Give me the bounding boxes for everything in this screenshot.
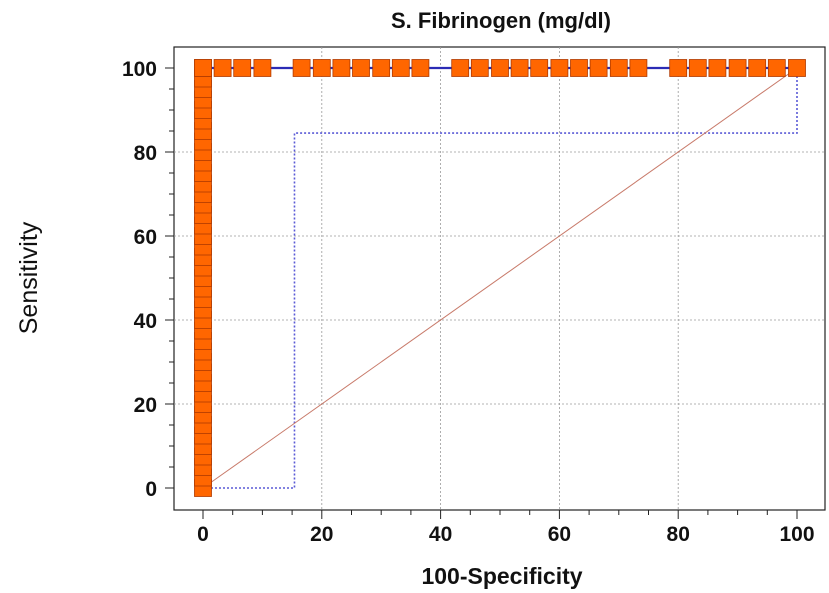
roc-marker [788, 59, 806, 77]
roc-marker [570, 59, 588, 77]
roc-marker [767, 59, 786, 77]
y-tick-label: 80 [134, 142, 157, 165]
roc-marker [669, 59, 688, 77]
x-tick-label: 80 [667, 523, 690, 546]
roc-marker [451, 59, 470, 77]
roc-marker [609, 59, 628, 77]
series-layer [194, 59, 806, 497]
roc-marker [253, 59, 272, 77]
roc-marker [233, 59, 252, 77]
x-tick-label: 20 [310, 523, 333, 546]
roc-marker [470, 59, 489, 77]
roc-marker [332, 59, 351, 77]
y-tick-label: 0 [145, 478, 157, 501]
roc-marker [708, 59, 727, 77]
roc-marker [391, 59, 410, 77]
roc-marker [530, 59, 549, 77]
confidence-bound-line [203, 68, 798, 489]
roc-marker [312, 59, 331, 77]
roc-marker [629, 59, 648, 77]
diagonal-reference-line [202, 67, 798, 489]
y-tick-label: 20 [134, 394, 157, 417]
y-tick-label: 60 [134, 226, 157, 249]
x-tick-label: 60 [548, 523, 571, 546]
roc-marker [589, 59, 608, 77]
roc-marker [748, 59, 767, 77]
y-tick-label: 40 [134, 310, 157, 333]
x-tick-label: 40 [429, 523, 452, 546]
y-tick-label: 100 [122, 58, 157, 81]
roc-marker [372, 59, 391, 77]
axis-tick-labels: 0 20 40 60 80 100 0 20 40 60 80 100 [122, 58, 815, 546]
roc-marker [728, 59, 747, 77]
x-axis-label: 100-Specificity [421, 563, 582, 589]
roc-marker [213, 59, 232, 77]
chart-title: S. Fibrinogen (mg/dl) [391, 8, 611, 33]
roc-marker [411, 59, 430, 77]
roc-marker [292, 59, 311, 77]
roc-marker [352, 59, 370, 77]
roc-marker [688, 59, 707, 77]
x-tick-label: 100 [779, 523, 814, 546]
roc-marker [194, 59, 212, 77]
roc-marker [491, 59, 509, 77]
grid [174, 47, 825, 510]
axis-ticks [165, 67, 798, 519]
y-axis-label: Sensitivity [15, 221, 43, 334]
roc-marker [550, 59, 569, 77]
x-tick-label: 0 [197, 523, 209, 546]
roc-marker [510, 59, 529, 77]
